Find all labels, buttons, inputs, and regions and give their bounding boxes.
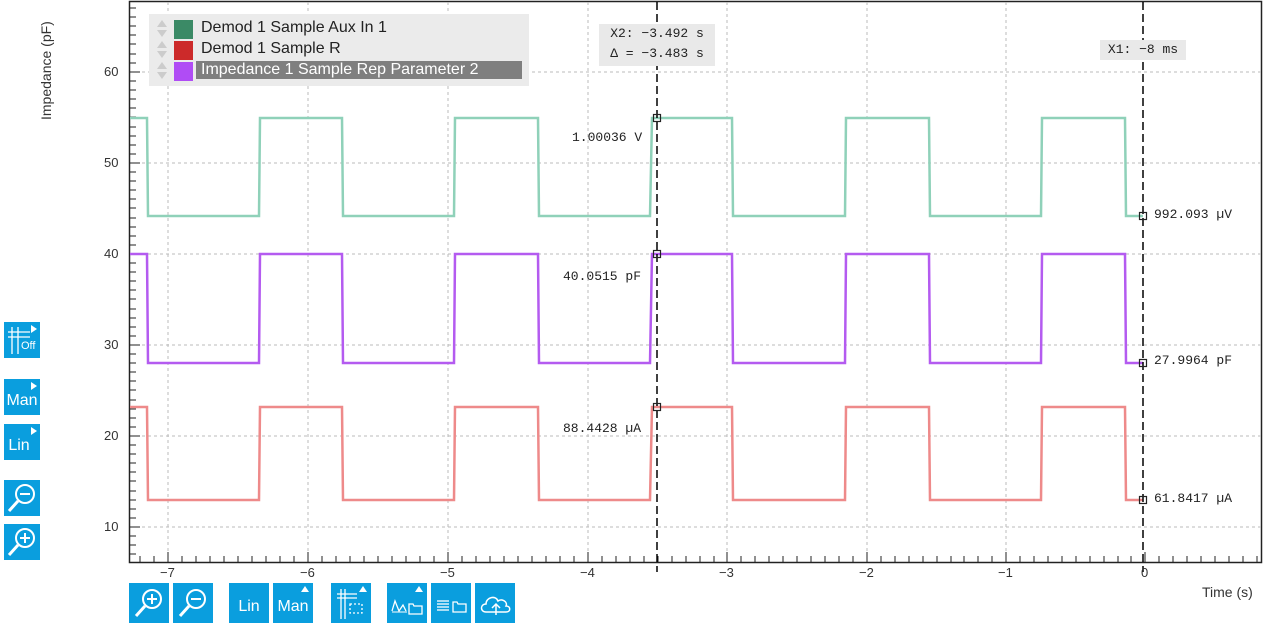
x-zoom-out-button[interactable] [173, 583, 213, 623]
grid-toggle-button[interactable]: Off [4, 322, 40, 358]
plot-to-folder-icon [391, 599, 423, 615]
x-tick-label: −2 [859, 565, 874, 580]
x-tick-label: −6 [300, 565, 315, 580]
cursor-markers [652, 113, 1148, 505]
zoom-out-icon [178, 589, 206, 618]
legend-label: Demod 1 Sample R [201, 40, 341, 57]
legend-item-demod-r[interactable]: Demod 1 Sample R [149, 39, 529, 61]
legend-swatch [174, 41, 193, 60]
y-axis-label: Impedance (pF) [38, 21, 54, 120]
x1-value-r: 61.8417 µA [1154, 491, 1233, 506]
y-tick-label: 20 [104, 428, 119, 443]
zoom-in-icon [7, 528, 35, 557]
cursor-x2-position: X2: −3.492 s [610, 26, 704, 41]
reorder-arrows-icon[interactable] [157, 41, 167, 59]
x2-value-impedance: 40.0515 pF [563, 269, 642, 284]
cursor-x1-label: X1: −8 ms [1100, 40, 1186, 60]
x-scale-mode-button[interactable]: Lin [229, 583, 269, 623]
y-scale-mode-button[interactable]: Lin [4, 424, 40, 460]
y-tick-label: 10 [104, 519, 119, 534]
grid-off-label: Off [21, 340, 36, 352]
legend: Demod 1 Sample Aux In 1 Demod 1 Sample R… [149, 14, 529, 86]
y-tick-label: 50 [104, 155, 119, 170]
cursor-settings-button[interactable] [331, 583, 371, 623]
legend-item-impedance[interactable]: Impedance 1 Sample Rep Parameter 2 [149, 60, 529, 82]
upload-cloud-button[interactable] [475, 583, 515, 623]
x-ticks [139, 552, 1258, 562]
x-range-mode-button[interactable]: Man [273, 583, 313, 623]
legend-swatch [174, 62, 193, 81]
zoom-in-icon [134, 589, 162, 618]
cursor-grid-icon [337, 589, 363, 619]
x-tick-label: −1 [998, 565, 1013, 580]
legend-swatch [174, 20, 193, 39]
grid-icon [8, 327, 30, 354]
zoom-out-icon [7, 484, 35, 513]
x-tick-label: −5 [440, 565, 455, 580]
y-zoom-out-button[interactable] [4, 480, 40, 516]
y-zoom-in-button[interactable] [4, 524, 40, 560]
x1-value-aux: 992.093 µV [1154, 207, 1233, 222]
x-tick-label: −3 [719, 565, 734, 580]
x-tick-label: −4 [580, 565, 595, 580]
trace-aux-in [130, 116, 1143, 218]
x1-value-impedance: 27.9964 pF [1154, 353, 1233, 368]
legend-label: Impedance 1 Sample Rep Parameter 2 [196, 61, 522, 79]
trace-impedance [130, 252, 1143, 365]
x-tick-label: 0 [1141, 565, 1149, 580]
x2-value-aux: 1.00036 V [572, 130, 643, 145]
legend-label: Demod 1 Sample Aux In 1 [201, 19, 387, 36]
y-range-mode-button[interactable]: Man [4, 379, 40, 415]
save-data-button[interactable] [431, 583, 471, 623]
legend-item-aux-in[interactable]: Demod 1 Sample Aux In 1 [149, 18, 529, 40]
cursor-x2-label: X2: −3.492 s Δ = −3.483 s [599, 24, 715, 66]
cloud-upload-icon [480, 596, 511, 615]
table-to-folder-icon [437, 600, 467, 613]
cursor-delta: Δ = −3.483 s [610, 46, 704, 61]
x-tick-label: −7 [160, 565, 175, 580]
x2-value-r: 88.4428 µA [563, 421, 642, 436]
y-tick-label: 60 [104, 64, 119, 79]
y-tick-label: 40 [104, 246, 119, 261]
trace-demod-r [130, 405, 1143, 502]
x-zoom-in-button[interactable] [129, 583, 169, 623]
reorder-arrows-icon[interactable] [157, 62, 167, 80]
save-plot-button[interactable] [387, 583, 427, 623]
y-tick-label: 30 [104, 337, 119, 352]
x-axis-label: Time (s) [1202, 584, 1253, 600]
reorder-arrows-icon[interactable] [157, 20, 167, 38]
